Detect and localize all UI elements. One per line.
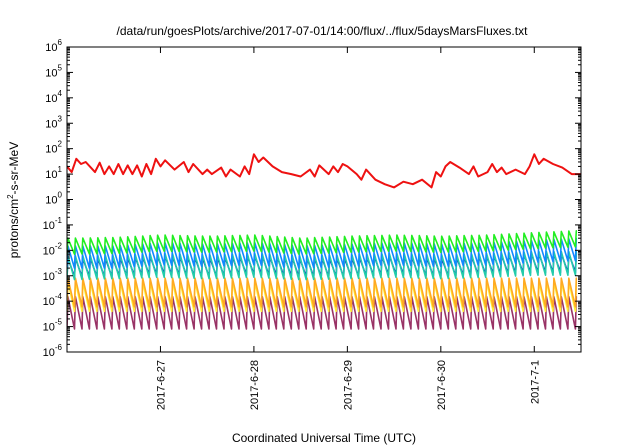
y-tick-exp: -5 <box>55 318 63 327</box>
x-tick-label: 2017-6-28 <box>249 360 261 410</box>
x-axis: 2017-6-27 2017-6-28 2017-6-29 2017-6-30 2017… <box>155 47 541 410</box>
y-tick-base: 10 <box>45 93 57 105</box>
y-tick-base: 10 <box>43 245 55 257</box>
y-tick-exp: 0 <box>58 191 63 200</box>
y-tick-label: 10-5 <box>43 318 63 334</box>
y-axis: 10-610-510-410-310-210-11001011021031041… <box>43 38 581 359</box>
y-tick-base: 10 <box>43 271 55 283</box>
x-tick-label: 2017-6-30 <box>436 360 448 410</box>
y-tick-label: 104 <box>45 89 62 105</box>
y-tick-base: 10 <box>45 42 57 54</box>
y-tick-exp: 5 <box>58 63 63 72</box>
chart-title: /data/run/goesPlots/archive/2017-07-01/1… <box>117 24 529 38</box>
y-tick-exp: -6 <box>55 343 63 352</box>
y-axis-label-rest: -s-sr-MeV <box>7 142 21 195</box>
y-tick-base: 10 <box>45 67 57 79</box>
y-tick-exp: 3 <box>58 114 63 123</box>
y-tick-base: 10 <box>43 296 55 308</box>
y-tick-exp: 4 <box>58 89 63 98</box>
y-tick-label: 10-4 <box>43 292 63 308</box>
y-tick-base: 10 <box>43 220 55 232</box>
y-tick-exp: 2 <box>58 140 63 149</box>
y-tick-exp: 1 <box>58 165 63 174</box>
x-tick-label: 2017-7-1 <box>529 360 541 404</box>
y-axis-label: protons/cm2-s-sr-MeV <box>6 142 21 258</box>
y-tick-label: 103 <box>45 114 62 130</box>
y-tick-base: 10 <box>45 169 57 181</box>
y-tick-label: 10-3 <box>43 267 63 283</box>
y-tick-label: 102 <box>45 140 62 156</box>
y-tick-base: 10 <box>43 322 55 334</box>
plot-area <box>67 153 581 330</box>
series-line <box>67 153 581 189</box>
y-tick-base: 10 <box>45 195 57 207</box>
y-tick-label: 106 <box>45 38 62 54</box>
y-tick-exp: -1 <box>55 216 63 225</box>
series-line <box>67 230 578 256</box>
y-tick-label: 10-2 <box>43 241 63 257</box>
y-tick-exp: -4 <box>55 292 63 301</box>
y-tick-label: 105 <box>45 63 62 79</box>
x-axis-label: Coordinated Universal Time (UTC) <box>232 431 416 445</box>
series-line <box>67 277 578 308</box>
y-tick-exp: 6 <box>58 38 63 47</box>
y-tick-base: 10 <box>45 118 57 130</box>
y-axis-label-base: protons/cm <box>7 199 21 258</box>
x-tick-label: 2017-6-27 <box>155 360 167 410</box>
x-tick-label: 2017-6-29 <box>342 360 354 410</box>
y-tick-exp: -3 <box>55 267 63 276</box>
y-tick-base: 10 <box>43 347 55 359</box>
y-tick-exp: -2 <box>55 241 63 250</box>
y-axis-label-sup: 2 <box>6 194 15 199</box>
y-tick-label: 101 <box>45 165 62 181</box>
y-tick-label: 10-6 <box>43 343 63 359</box>
y-tick-base: 10 <box>45 144 57 156</box>
y-tick-label: 10-1 <box>43 216 63 232</box>
y-tick-label: 100 <box>45 191 62 207</box>
